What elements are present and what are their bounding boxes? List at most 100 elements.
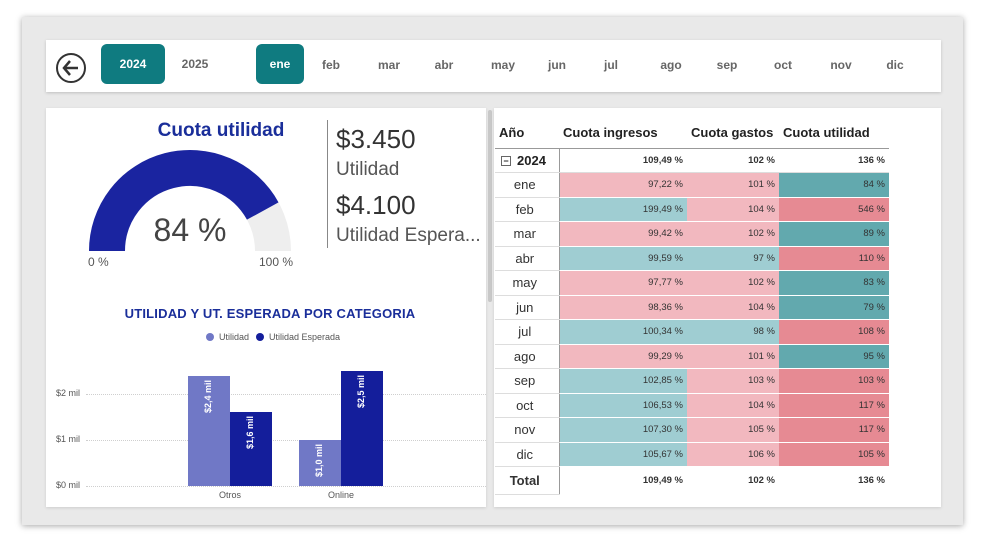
matrix-row: abr 99,59 % 97 % 110 % <box>495 246 889 271</box>
matrix-row: sep 102,85 % 103 % 103 % <box>495 368 889 394</box>
month-slicer-may[interactable]: may <box>490 58 516 72</box>
year-label: 2024 <box>517 152 546 168</box>
month-slicer-oct[interactable]: oct <box>774 58 792 72</box>
month-cell: jun <box>495 295 560 320</box>
month-slicer-abr[interactable]: abr <box>434 58 454 72</box>
year-slicer-2025[interactable]: 2025 <box>181 57 209 71</box>
year-slicer-2024[interactable]: 2024 <box>101 44 165 84</box>
month-cell: ago <box>495 344 560 369</box>
month-slicer-ago[interactable]: ago <box>660 58 682 72</box>
gastos-cell: 105 % <box>687 417 779 443</box>
ingresos-cell: 105,67 % <box>559 442 687 467</box>
back-arrow-button[interactable] <box>56 53 86 83</box>
utilidad-cell: 117 % <box>779 393 889 418</box>
gauge-value: 84 % <box>153 212 227 248</box>
utilidad-cell: 108 % <box>779 319 889 345</box>
month-slicer-ene[interactable]: ene <box>256 44 304 84</box>
bar-online-0[interactable] <box>299 440 341 486</box>
legend-dot-utilidad-esperada <box>256 333 265 341</box>
header-cuota-utilidad[interactable]: Cuota utilidad <box>779 118 889 149</box>
month-cell: jul <box>495 319 560 345</box>
matrix-row: mar 99,42 % 102 % 89 % <box>495 221 889 247</box>
gastos-cell: 101 % <box>687 344 779 369</box>
month-slicer-jun[interactable]: jun <box>548 58 566 72</box>
gastos-cell: 104 % <box>687 295 779 320</box>
x-category-label: Otros <box>218 490 241 500</box>
matrix-header: Año Cuota ingresos Cuota gastos Cuota ut… <box>495 118 889 149</box>
matrix-row: may 97,77 % 102 % 83 % <box>495 270 889 296</box>
ingresos-cell: 99,59 % <box>559 246 687 271</box>
month-slicer-sep[interactable]: sep <box>716 58 738 72</box>
matrix-total-row: Total 109,49 % 102 % 136 % <box>495 466 889 495</box>
header-cuota-gastos[interactable]: Cuota gastos <box>687 118 779 149</box>
kpi-utilidad-value: $3.450 <box>336 124 416 154</box>
month-cell: ene <box>495 172 560 198</box>
collapse-icon[interactable]: − <box>501 156 511 167</box>
quota-matrix: Año Cuota ingresos Cuota gastos Cuota ut… <box>495 118 889 495</box>
bar-data-label: $1,0 mil <box>314 444 324 478</box>
legend-dot-utilidad <box>206 333 214 341</box>
gauge-chart[interactable] <box>80 146 300 256</box>
matrix-row: oct 106,53 % 104 % 117 % <box>495 393 889 418</box>
ingresos-cell: 97,22 % <box>559 172 687 198</box>
matrix-row: nov 107,30 % 105 % 117 % <box>495 417 889 443</box>
matrix-row: jun 98,36 % 104 % 79 % <box>495 295 889 320</box>
utilidad-cell: 103 % <box>779 368 889 394</box>
gastos-cell: 97 % <box>687 246 779 271</box>
gauge-title: Cuota utilidad <box>157 120 285 141</box>
month-slicer-mar[interactable]: mar <box>377 58 400 72</box>
month-cell: oct <box>495 393 560 418</box>
bar-data-label: $2,5 mil <box>356 375 366 409</box>
gastos-cell: 104 % <box>687 393 779 418</box>
gauge-min-label: 0 % <box>88 255 109 269</box>
utilidad-cell: 117 % <box>779 417 889 443</box>
x-category-label: Online <box>327 490 354 500</box>
ingresos-cell: 98,36 % <box>559 295 687 320</box>
ingresos-cell: 199,49 % <box>559 197 687 222</box>
gastos-cell: 104 % <box>687 197 779 222</box>
month-cell: abr <box>495 246 560 271</box>
month-cell: mar <box>495 221 560 247</box>
legend-label-utilidad: Utilidad <box>219 332 250 342</box>
ingresos-cell: 106,53 % <box>559 393 687 418</box>
ingresos-cell: 97,77 % <box>559 270 687 296</box>
panel-scrollbar[interactable] <box>488 110 492 302</box>
bar-online-1[interactable] <box>341 371 383 486</box>
gastos-cell: 98 % <box>687 319 779 345</box>
month-slicer-dic[interactable]: dic <box>886 58 904 72</box>
ingresos-cell: 99,29 % <box>559 344 687 369</box>
filter-bar <box>46 40 941 92</box>
month-cell: nov <box>495 417 560 443</box>
y-gridline <box>86 394 486 395</box>
header-ano[interactable]: Año <box>495 118 559 149</box>
month-cell: dic <box>495 442 560 467</box>
utilidad-cell: 89 % <box>779 221 889 247</box>
utilidad-cell: 95 % <box>779 344 889 369</box>
matrix-row: ene 97,22 % 101 % 84 % <box>495 172 889 198</box>
year-cell: −2024 <box>495 148 560 173</box>
matrix-row: dic 105,67 % 106 % 105 % <box>495 442 889 467</box>
bar-otros-0[interactable] <box>188 375 230 486</box>
utilidad-cell: 110 % <box>779 246 889 271</box>
kpi-esperada-value: $4.100 <box>336 190 416 220</box>
ingresos-cell: 102,85 % <box>559 368 687 394</box>
ingresos-cell: 107,30 % <box>559 417 687 443</box>
matrix-year-row: −2024 109,49 % 102 % 136 % <box>495 148 889 173</box>
month-slicer-jul[interactable]: jul <box>604 58 618 72</box>
bar-otros-1[interactable] <box>230 412 272 486</box>
year-utilidad: 136 % <box>779 148 889 173</box>
ingresos-cell: 100,34 % <box>559 319 687 345</box>
total-gastos: 102 % <box>687 466 779 495</box>
utilidad-cell: 79 % <box>779 295 889 320</box>
legend-label-utilidad-esperada: Utilidad Esperada <box>269 332 341 342</box>
gastos-cell: 106 % <box>687 442 779 467</box>
month-slicer-nov[interactable]: nov <box>830 58 852 72</box>
header-cuota-ingresos[interactable]: Cuota ingresos <box>559 118 687 149</box>
bar-data-label: $1,6 mil <box>245 416 255 450</box>
y-gridline <box>86 440 486 441</box>
gastos-cell: 102 % <box>687 221 779 247</box>
month-slicer-feb[interactable]: feb <box>322 58 340 72</box>
kpi-divider <box>327 120 328 248</box>
bar-chart-title: UTILIDAD Y UT. ESPERADA POR CATEGORIA <box>124 306 416 321</box>
utilidad-cell: 84 % <box>779 172 889 198</box>
